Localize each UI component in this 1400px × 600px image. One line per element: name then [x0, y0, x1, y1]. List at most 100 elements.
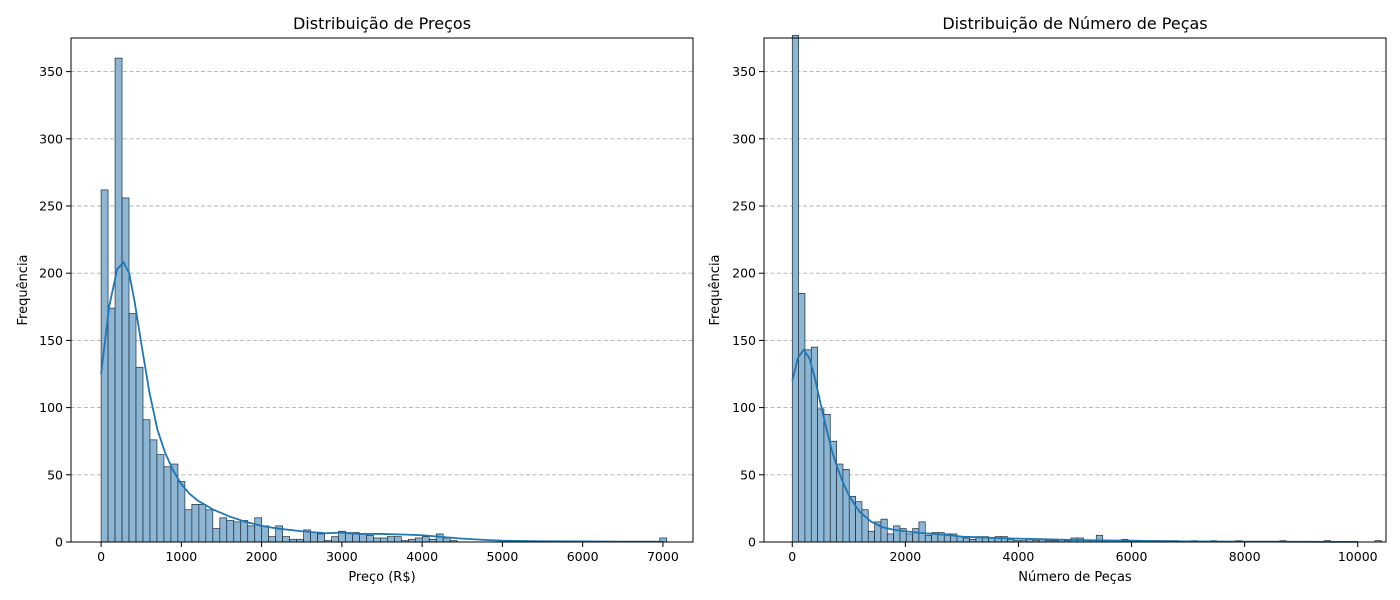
- x-tick-label: 2000: [246, 549, 278, 564]
- histogram-bar: [893, 525, 901, 543]
- histogram-bar: [380, 537, 388, 543]
- histogram-bar: [421, 536, 430, 543]
- y-tick-label: 0: [55, 535, 63, 550]
- histogram-bar: [317, 533, 325, 543]
- histogram-bar: [163, 466, 172, 543]
- x-axis-label: Número de Peças: [1018, 570, 1132, 585]
- y-tick-label: 200: [732, 266, 756, 281]
- histogram-bar: [918, 521, 926, 543]
- histogram-bar: [310, 532, 318, 543]
- histogram-bar: [184, 509, 193, 543]
- y-tick-label: 0: [748, 535, 756, 550]
- grid-lines: [71, 71, 693, 476]
- x-axis-ticks: 0 2000 4000 6000 8000 10000: [788, 542, 1378, 564]
- y-tick-label: 100: [39, 400, 63, 415]
- kde-curve: [791, 348, 1358, 543]
- histogram-bar: [804, 349, 812, 543]
- x-tick-label: 10000: [1338, 549, 1378, 564]
- histogram-bar: [435, 533, 444, 543]
- x-tick-label: 6000: [567, 549, 599, 564]
- histogram-bar: [156, 454, 165, 543]
- plot-frame: [763, 37, 1387, 543]
- histogram-bars: [100, 57, 668, 543]
- grid-lines: [764, 71, 1386, 476]
- y-tick-label: 350: [39, 64, 63, 79]
- histogram-bar: [254, 517, 263, 543]
- x-tick-label: 7000: [647, 549, 679, 564]
- x-tick-label: 6000: [1116, 549, 1148, 564]
- histogram-bar: [842, 469, 850, 543]
- y-tick-label: 100: [732, 400, 756, 415]
- histogram-bar: [219, 517, 228, 543]
- histogram-bar: [912, 528, 920, 543]
- histogram-bar: [107, 307, 116, 543]
- histogram-bar: [442, 537, 451, 543]
- x-tick-label: 2000: [889, 549, 921, 564]
- y-tick-label: 250: [732, 199, 756, 214]
- y-axis-ticks: 0 50 100 150 200 250 300 350: [732, 64, 764, 550]
- y-axis-label: Frequência: [708, 254, 723, 325]
- kde-curve: [100, 260, 663, 543]
- histogram-bar: [135, 366, 144, 543]
- histogram-bar: [282, 536, 290, 543]
- histogram-bar: [886, 533, 894, 543]
- chart-price-distribution: Distribuição de Preços 0 1000 2000 3000 4000…: [16, 14, 694, 585]
- histogram-bar: [114, 57, 123, 543]
- histogram-bar: [205, 509, 214, 543]
- histogram-bar: [247, 525, 256, 543]
- chart-title: Distribuição de Número de Peças: [942, 14, 1207, 33]
- histogram-bar: [414, 537, 423, 543]
- histogram-bar: [142, 419, 151, 543]
- y-tick-label: 150: [39, 333, 63, 348]
- x-tick-label: 5000: [486, 549, 518, 564]
- histogram-bar: [817, 408, 825, 543]
- histogram-bar: [962, 537, 970, 543]
- y-tick-label: 250: [39, 199, 63, 214]
- histogram-bar: [880, 518, 888, 543]
- plot-frame: [70, 37, 694, 543]
- histogram-bar: [261, 525, 270, 543]
- histogram-bar: [128, 313, 137, 543]
- chart-title: Distribuição de Preços: [293, 14, 471, 33]
- histogram-bars: [791, 34, 1382, 543]
- x-tick-label: 1000: [165, 549, 197, 564]
- histogram-bar: [268, 536, 277, 543]
- x-axis-label: Preço (R$): [348, 570, 415, 585]
- histogram-bar: [240, 520, 249, 543]
- y-tick-label: 150: [732, 333, 756, 348]
- histogram-bar: [359, 533, 367, 543]
- histogram-bar: [867, 530, 875, 543]
- x-axis-ticks: 0 1000 2000 3000 4000 5000 6000 7000: [97, 542, 679, 564]
- histogram-bar: [191, 504, 200, 543]
- histogram-bar: [366, 534, 374, 543]
- y-axis-label: Frequência: [16, 254, 31, 325]
- x-tick-label: 0: [788, 549, 796, 564]
- histogram-bar: [791, 34, 799, 543]
- histogram-bar: [798, 293, 806, 543]
- y-tick-label: 300: [732, 131, 756, 146]
- y-tick-label: 50: [47, 467, 63, 482]
- histogram-bar: [331, 536, 339, 543]
- histogram-bar: [121, 197, 130, 543]
- x-tick-label: 8000: [1229, 549, 1261, 564]
- histogram-bar: [177, 481, 186, 543]
- x-tick-label: 3000: [326, 549, 358, 564]
- y-tick-label: 200: [39, 266, 63, 281]
- histogram-bar: [198, 504, 207, 543]
- x-tick-label: 4000: [1003, 549, 1035, 564]
- chart-piece-count-distribution: Distribuição de Número de Peças 0 2000 400…: [708, 14, 1387, 585]
- histogram-bar: [233, 521, 242, 543]
- histogram-bar: [226, 520, 235, 543]
- histogram-bar: [387, 536, 395, 543]
- histogram-bar: [149, 439, 158, 543]
- histogram-bar: [924, 534, 932, 543]
- y-tick-label: 350: [732, 64, 756, 79]
- x-tick-label: 4000: [406, 549, 438, 564]
- histogram-bar: [212, 528, 221, 543]
- x-tick-label: 0: [97, 549, 105, 564]
- histogram-bar: [394, 536, 402, 543]
- histogram-bar: [373, 537, 381, 543]
- y-axis-ticks: 0 50 100 150 200 250 300 350: [39, 64, 71, 550]
- histogram-bar: [905, 533, 913, 543]
